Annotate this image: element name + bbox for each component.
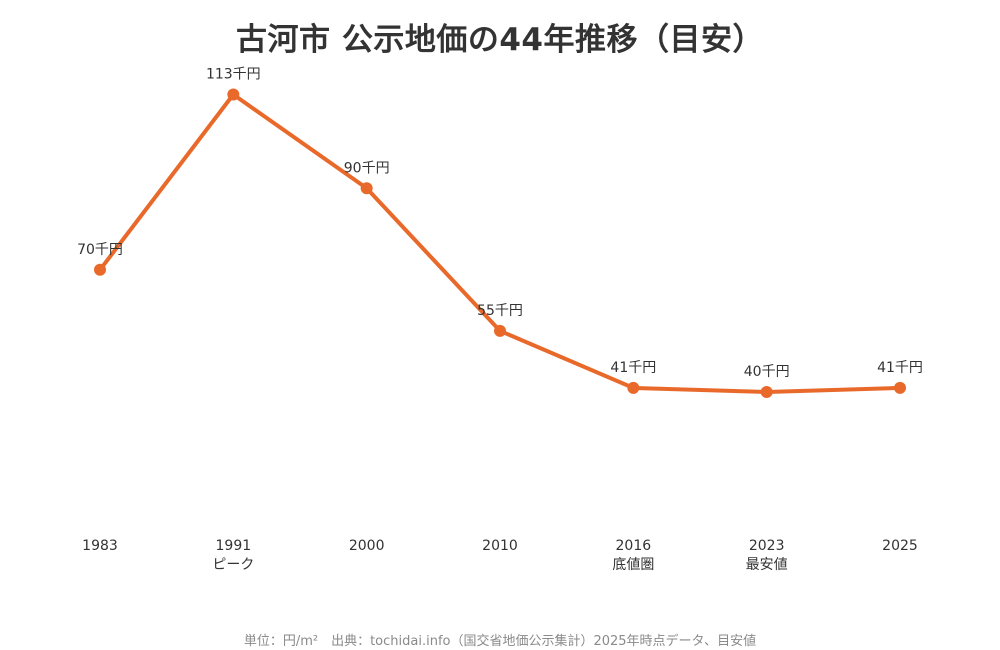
x-tick-label: 1991 (216, 538, 252, 554)
x-tick-label: 1983 (82, 538, 118, 554)
data-point (94, 263, 106, 276)
x-tick-label: 2000 (349, 538, 385, 554)
x-tick-label: 2010 (482, 538, 518, 554)
data-label: 41千円 (610, 360, 656, 376)
data-point (894, 381, 906, 394)
data-point (360, 182, 373, 195)
data-point-layer (94, 88, 906, 398)
data-point (760, 386, 773, 398)
x-tick-annotation: 最安値 (746, 557, 788, 573)
data-label: 90千円 (344, 160, 390, 176)
data-point (227, 88, 240, 101)
series-line-layer (98, 92, 902, 394)
series-line (98, 92, 902, 394)
data-label-layer: 70千円 113千円 90千円 55千円 41千円 40千円 41千円 (77, 67, 923, 380)
data-label: 70千円 (77, 242, 123, 258)
x-tick-label: 2025 (882, 538, 918, 554)
x-tick-label: 2016 (616, 538, 652, 554)
x-axis-tick-layer: 1983 1991 ピーク 2000 2010 2016 底値圏 2023 最安値 2025 (82, 538, 918, 573)
data-label: 40千円 (744, 364, 790, 380)
x-tick-label: 2023 (749, 538, 785, 554)
source-footnote: 単位：円/m² 出典：tochidai.info（国交省地価公示集計）2025年… (243, 634, 757, 649)
data-point (494, 324, 506, 337)
chart-title: 古河市 公示地価の44年推移（目安） (236, 22, 764, 58)
data-label: 41千円 (877, 360, 923, 376)
x-tick-annotation: ピーク (212, 557, 254, 573)
data-label: 113千円 (206, 67, 261, 83)
x-tick-annotation: 底値圏 (612, 557, 654, 573)
data-point (627, 381, 640, 394)
data-label: 55千円 (477, 303, 523, 319)
